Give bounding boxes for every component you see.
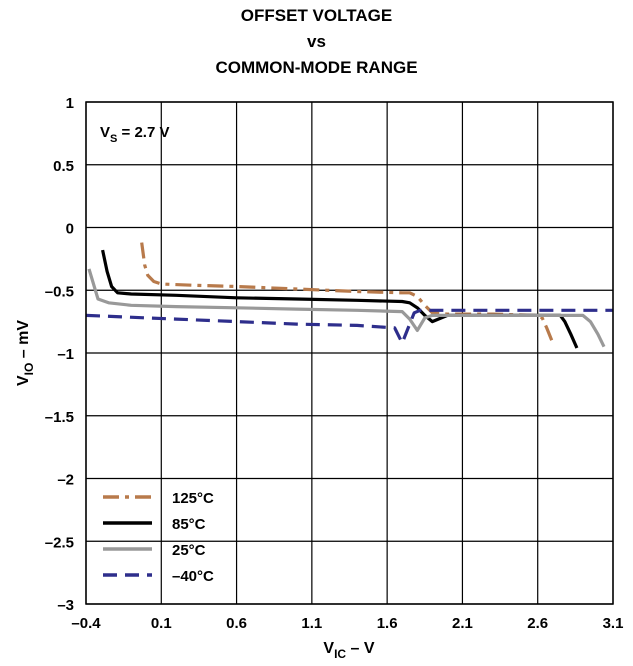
title-line-2: vs bbox=[307, 32, 326, 51]
legend: 125°C 85°C 25°C –40°C bbox=[103, 490, 214, 585]
x-axis-label: VIC – V bbox=[323, 640, 374, 661]
y-tick-label: –2 bbox=[57, 472, 74, 489]
y-tick-label: –0.5 bbox=[45, 283, 74, 300]
vs-label: VS = 2.7 V bbox=[100, 124, 169, 145]
y-tick-label: –2.5 bbox=[45, 534, 74, 551]
x-tick-label: –0.4 bbox=[71, 615, 101, 632]
legend-label: –40°C bbox=[172, 568, 214, 585]
chart-title: OFFSET VOLTAGE vs COMMON-MODE RANGE bbox=[0, 3, 633, 81]
vs-annotation: VS = 2.7 V bbox=[100, 124, 169, 145]
series-line bbox=[140, 242, 555, 344]
y-axis-label: VIO – mV bbox=[15, 320, 36, 386]
y-tick-label: –1 bbox=[57, 346, 74, 363]
x-tick-label: 3.1 bbox=[603, 615, 624, 632]
y-tick-label: 1 bbox=[66, 95, 74, 112]
title-line-1: OFFSET VOLTAGE bbox=[240, 6, 393, 25]
y-tick-label: –3 bbox=[57, 597, 74, 614]
plot-frame bbox=[85, 101, 614, 605]
series-line bbox=[85, 308, 613, 345]
grid bbox=[85, 101, 614, 605]
y-tick-label: 0.5 bbox=[53, 158, 74, 175]
x-tick-label: 1.1 bbox=[301, 615, 322, 632]
y-tick-label: 0 bbox=[66, 221, 74, 238]
title-line-3: COMMON-MODE RANGE bbox=[215, 58, 418, 77]
legend-label: 125°C bbox=[172, 490, 214, 507]
x-tick-label: 2.1 bbox=[452, 615, 473, 632]
series-line bbox=[101, 249, 579, 349]
x-tick-label: 2.6 bbox=[527, 615, 548, 632]
x-tick-label: 0.1 bbox=[151, 615, 172, 632]
legend-label: 85°C bbox=[172, 516, 206, 533]
tick-labels: –0.4 0.1 0.6 1.1 1.6 2.1 2.6 3.1 1 0.5 0 –0.5 –1 –1.5… bbox=[45, 95, 624, 632]
x-tick-label: 0.6 bbox=[226, 615, 247, 632]
axis-labels: VIC – V VIO – mV bbox=[15, 320, 375, 661]
legend-label: 25°C bbox=[172, 542, 206, 559]
series-line bbox=[87, 268, 606, 348]
series-group bbox=[85, 242, 613, 349]
x-tick-label: 1.6 bbox=[377, 615, 398, 632]
y-tick-label: –1.5 bbox=[45, 409, 74, 426]
